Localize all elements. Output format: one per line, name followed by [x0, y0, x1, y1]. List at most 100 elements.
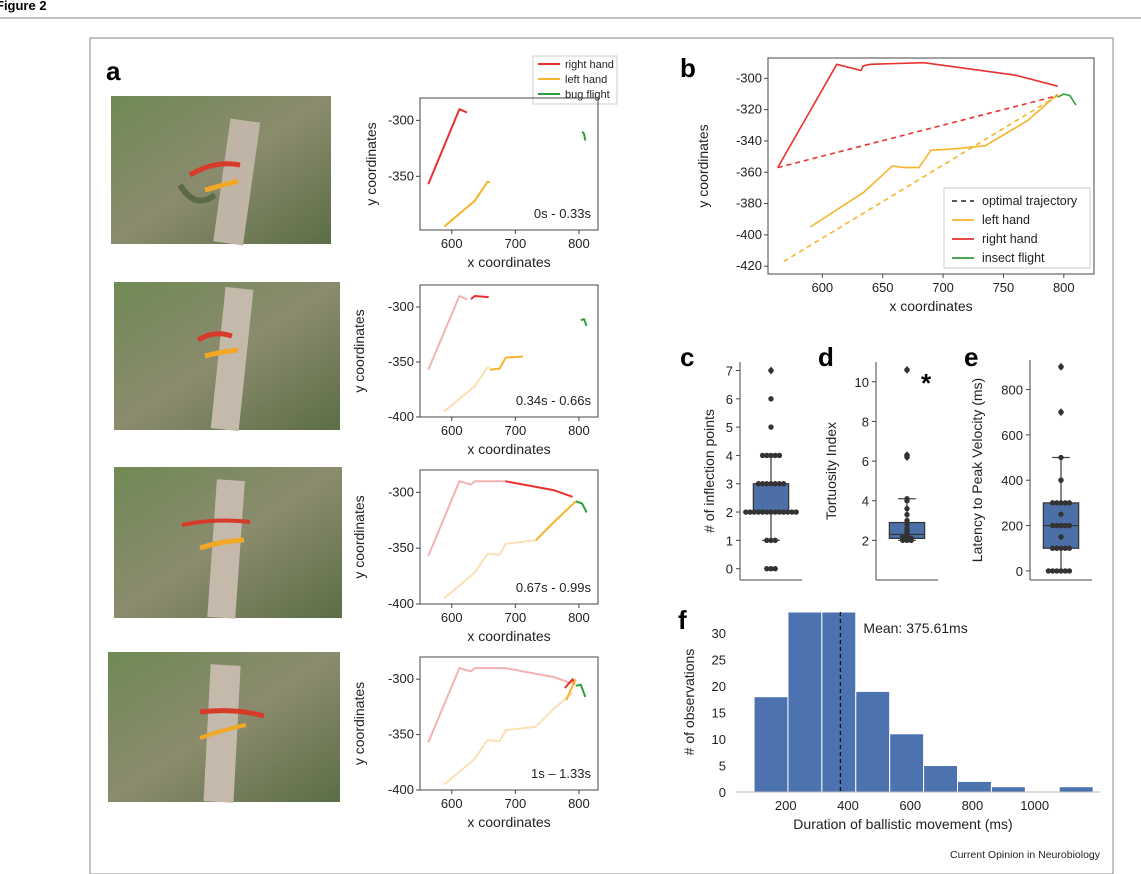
y-tick-label: -350: [388, 168, 414, 183]
plot-frame: [419, 656, 599, 791]
x-tick-label: 800: [568, 423, 590, 438]
legend-a-left-hand: left hand: [565, 74, 607, 86]
y-axis-label: y coordinates: [351, 682, 367, 765]
data-point: [1049, 500, 1056, 506]
data-point: [759, 452, 766, 459]
y-tick-label: -300: [736, 70, 762, 85]
series-right-hand-optimal-line: [777, 94, 1058, 169]
y-tick-label: 6: [726, 392, 733, 407]
data-point: [1058, 568, 1064, 574]
data-point: [772, 452, 778, 459]
chart-e: 0 200 400 600 800 Latency to Peak Velocity (m…: [969, 360, 1092, 581]
legend-a-bug-flight: bug flight: [565, 89, 610, 101]
y-tick-label: 5: [726, 420, 733, 435]
data-point: [743, 509, 749, 515]
data-point: [789, 509, 795, 515]
data-point: [1062, 500, 1068, 506]
legend-a: right hand left hand bug flight: [532, 55, 618, 105]
plot-frame: [767, 57, 1095, 275]
histogram-bar: [821, 611, 857, 793]
figure-credit: Current Opinion in Neurobiology: [950, 849, 1101, 861]
y-tick-label: 2: [726, 505, 733, 520]
data-point: [780, 509, 787, 515]
data-point: [1066, 568, 1073, 574]
series-left-hand-line: [809, 93, 1059, 228]
y-tick-label: -400: [388, 596, 414, 611]
data-point: [908, 535, 914, 542]
series-bug-flight-line: [575, 683, 587, 698]
data-point: [776, 481, 783, 487]
x-tick-label: 700: [505, 610, 527, 625]
y-axis-label: Latency to Peak Velocity (ms): [969, 378, 985, 562]
legend-label: right hand: [982, 232, 1038, 246]
data-point: [785, 509, 791, 515]
y-tick-label: -300: [388, 112, 414, 127]
y-tick-label: 0: [1016, 564, 1023, 579]
data-point: [1058, 545, 1064, 551]
data-point: [764, 509, 770, 515]
time-window-label: 0s - 0.33s: [534, 206, 592, 221]
y-tick-label: 400: [1001, 473, 1023, 488]
iqr-box: [752, 483, 790, 513]
y-tick-label: 8: [862, 414, 869, 429]
data-point: [768, 481, 774, 487]
data-point: [776, 452, 783, 459]
y-tick-label: -340: [736, 133, 762, 148]
y-axis-label: Tortuosity Index: [823, 422, 839, 520]
x-tick-label: 800: [962, 798, 984, 813]
series-right-hand-line: [777, 61, 1059, 168]
series-left-hand-prior--line: [443, 539, 536, 600]
series-left-hand-line: [443, 180, 490, 228]
histogram-bar: [990, 786, 1026, 793]
legend-label: optimal trajectory: [982, 194, 1078, 208]
series-left-hand-prior--line: [443, 691, 574, 786]
x-axis-label: x coordinates: [467, 254, 550, 270]
data-point: [1058, 500, 1064, 506]
series-left-hand-line: [565, 678, 577, 701]
y-tick-label: -400: [388, 409, 414, 424]
outlier-marker: [904, 451, 910, 460]
data-point: [772, 481, 778, 487]
outlier-marker: [904, 365, 910, 374]
time-window-label: 0.67s - 0.99s: [516, 580, 592, 595]
y-axis-label: # of observations: [681, 649, 697, 756]
histogram-bar: [855, 690, 891, 793]
y-tick-label: 200: [1001, 519, 1023, 534]
data-point: [793, 509, 799, 515]
chart-f: Mean: 375.61ms 200 400 600 800 1000 0 5 10 15 20 25…: [681, 611, 1100, 832]
x-tick-label: 600: [441, 423, 463, 438]
x-axis-label: x coordinates: [467, 628, 550, 644]
data-point: [1058, 477, 1064, 483]
chart-a4: 600 700 800 -300 -350 -400 x coordinates y coor…: [351, 656, 599, 830]
data-point: [764, 537, 770, 544]
data-point: [764, 452, 770, 459]
histogram-bar: [787, 611, 823, 793]
plot-frame: [419, 97, 599, 231]
legend-label: left hand: [982, 213, 1030, 227]
series-right-hand-prior--line: [427, 667, 573, 743]
data-point: [780, 481, 787, 487]
y-tick-label: -400: [736, 227, 762, 242]
chart-a3: 600 700 800 -300 -350 -400 x coordinates y coor…: [351, 469, 599, 644]
data-point: [768, 565, 774, 572]
y-tick-label: 1: [726, 533, 733, 548]
data-point: [1062, 522, 1068, 529]
x-tick-label: 700: [505, 236, 527, 251]
panel-letter-c: c: [680, 342, 694, 372]
photo-frame-2: [114, 282, 340, 432]
series-right-hand-prior--line: [427, 295, 468, 371]
data-point: [772, 537, 778, 544]
series-right-hand-line: [505, 480, 573, 498]
data-point: [759, 509, 766, 515]
y-tick-label: 25: [712, 653, 726, 668]
y-axis-label: y coordinates: [351, 495, 367, 578]
figure-header: Figure 2: [0, 0, 47, 13]
plot-frame: [419, 469, 599, 605]
y-tick-label: 20: [712, 679, 726, 694]
x-tick-label: 650: [872, 280, 894, 295]
y-tick-label: 0: [726, 562, 733, 577]
data-point: [755, 481, 762, 487]
data-point: [759, 481, 766, 487]
panel-letter-a: a: [106, 56, 121, 86]
x-axis-label: x coordinates: [467, 441, 550, 457]
